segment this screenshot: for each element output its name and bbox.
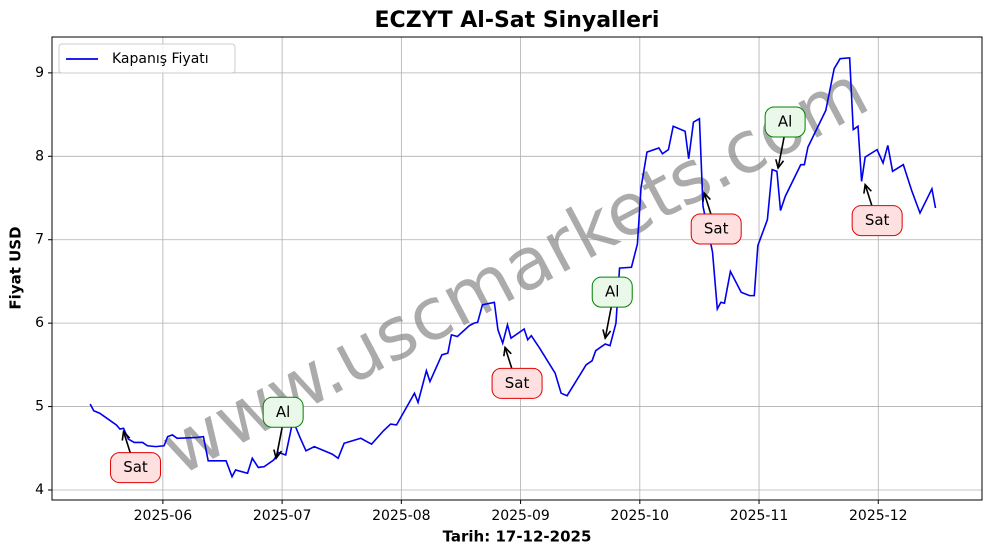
- annotation-arrow: [604, 307, 613, 339]
- annotation-arrowhead: [863, 182, 872, 194]
- annotation-box: [591, 276, 633, 308]
- legend-box: [58, 43, 236, 74]
- annotation-label: Al: [276, 403, 290, 421]
- annotation-box: [690, 213, 742, 245]
- y-tick-label: 8: [35, 148, 44, 164]
- annotation-arrowhead: [273, 449, 283, 461]
- annotation-label: Al: [778, 112, 792, 130]
- annotation-box: [851, 205, 903, 237]
- annotation-arrowhead: [602, 329, 612, 340]
- annotation-arrow: [122, 431, 132, 454]
- legend-label: Kapanış Fiyatı: [112, 51, 209, 67]
- x-tick-label: 2025-07: [253, 508, 312, 524]
- annotation-box: [110, 452, 162, 484]
- x-tick-label: 2025-10: [611, 508, 670, 524]
- annotation-arrowhead: [702, 191, 711, 203]
- annotation-arrow: [703, 192, 712, 216]
- x-tick-label: 2025-06: [134, 508, 193, 524]
- annotation-label: Sat: [704, 220, 729, 238]
- annotation-arrow: [504, 347, 513, 370]
- y-tick-label: 7: [35, 232, 44, 248]
- annotation-box: [764, 106, 806, 138]
- x-tick-label: 2025-08: [372, 508, 431, 524]
- annotation-arrow: [777, 136, 785, 169]
- x-tick-label: 2025-09: [491, 508, 550, 524]
- annotation-box: [262, 396, 304, 428]
- x-axis-label: Tarih: 17-12-2025: [443, 528, 592, 546]
- annotation-label: Al: [605, 283, 619, 301]
- x-tick-label: 2025-11: [730, 508, 789, 524]
- annotation-label: Sat: [123, 458, 148, 476]
- annotation-arrow: [864, 184, 873, 207]
- annotation-arrowhead: [121, 429, 131, 441]
- chart-title: ECZYT Al-Sat Sinyalleri: [375, 8, 660, 33]
- annotation-arrowhead: [775, 159, 785, 170]
- price-line: [89, 56, 937, 479]
- y-axis-label: Fiyat USD: [7, 226, 25, 309]
- y-tick-label: 6: [35, 315, 44, 331]
- annotation-arrowhead: [503, 345, 512, 357]
- legend: Kapanış Fiyatı: [58, 43, 236, 74]
- annotation-arrow: [275, 427, 283, 459]
- y-tick-label: 5: [35, 399, 44, 415]
- x-tick-label: 2025-12: [849, 508, 908, 524]
- annotation-label: Sat: [505, 374, 530, 392]
- y-tick-label: 9: [35, 65, 44, 81]
- annotation-label: Sat: [865, 211, 890, 229]
- annotation-box: [491, 367, 543, 399]
- y-tick-label: 4: [35, 482, 44, 498]
- plot-frame: [51, 36, 983, 501]
